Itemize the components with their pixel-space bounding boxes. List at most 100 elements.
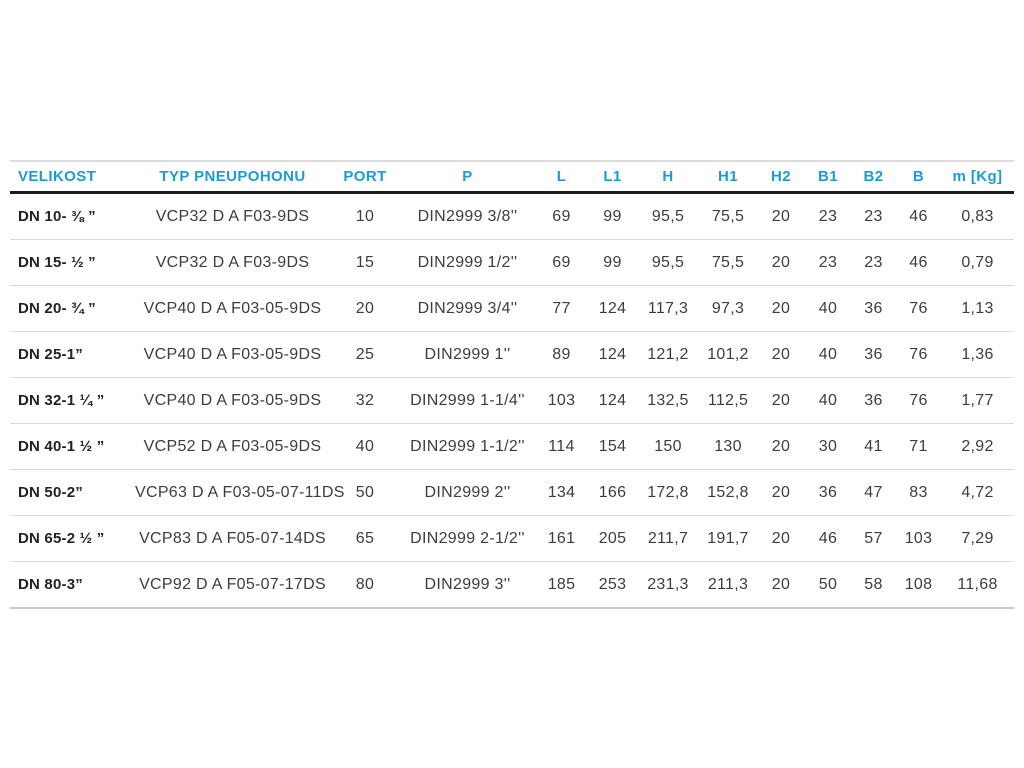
- cell-h: 150: [637, 423, 699, 470]
- cell-size: DN 50-2”: [10, 469, 135, 516]
- cell-l1: 99: [588, 192, 637, 240]
- cell-l1: 154: [588, 423, 637, 470]
- cell-l: 114: [535, 423, 588, 470]
- cell-b1: 40: [805, 331, 851, 378]
- cell-h2: 20: [757, 192, 805, 240]
- cell-h1: 191,7: [699, 515, 757, 562]
- cell-b: 71: [896, 423, 941, 470]
- cell-h: 95,5: [637, 192, 699, 240]
- cell-port: 32: [330, 377, 400, 424]
- cell-port: 20: [330, 285, 400, 332]
- cell-b: 76: [896, 285, 941, 332]
- cell-m-kg: 0,83: [941, 192, 1014, 240]
- cell-p: DIN2999 1'': [400, 331, 535, 378]
- cell-h1: 211,3: [699, 561, 757, 609]
- table-row: DN 40-1 ½ ” VCP52 D A F03-05-9DS 40 DIN2999…: [10, 423, 1014, 470]
- cell-b1: 30: [805, 423, 851, 470]
- cell-m-kg: 1,77: [941, 377, 1014, 424]
- cell-b2: 41: [851, 423, 896, 470]
- spec-table: VELIKOST TYP PNEUPOHONU PORT P L L1 H H1 H2 B1 B2 B…: [10, 160, 1014, 609]
- cell-b1: 50: [805, 561, 851, 609]
- table-row: DN 80-3” VCP92 D A F05-07-17DS 80 DIN2999 3…: [10, 561, 1014, 609]
- column-header-typ-pneupohonu: TYP PNEUPOHONU: [135, 160, 330, 194]
- cell-b2: 58: [851, 561, 896, 609]
- cell-l1: 205: [588, 515, 637, 562]
- cell-size: DN 32-1 ¼ ”: [10, 377, 135, 424]
- cell-h: 211,7: [637, 515, 699, 562]
- cell-size: DN 15- ½ ”: [10, 239, 135, 286]
- cell-port: 25: [330, 331, 400, 378]
- table-row: DN 32-1 ¼ ” VCP40 D A F03-05-9DS 32 DIN2999…: [10, 377, 1014, 424]
- cell-h2: 20: [757, 423, 805, 470]
- cell-h: 95,5: [637, 239, 699, 286]
- cell-size: DN 25-1”: [10, 331, 135, 378]
- cell-l1: 124: [588, 331, 637, 378]
- table-row: DN 65-2 ½ ” VCP83 D A F05-07-14DS 65 DIN299…: [10, 515, 1014, 562]
- cell-b2: 57: [851, 515, 896, 562]
- cell-b1: 40: [805, 285, 851, 332]
- cell-typ-pneupohonu: VCP40 D A F03-05-9DS: [135, 285, 330, 332]
- cell-b: 103: [896, 515, 941, 562]
- cell-l1: 99: [588, 239, 637, 286]
- cell-p: DIN2999 1-1/2'': [400, 423, 535, 470]
- column-header-b1: B1: [805, 160, 851, 194]
- table-row: DN 15- ½ ” VCP32 D A F03-9DS 15 DIN2999 1/2…: [10, 239, 1014, 286]
- table-row: DN 20- ¾ ” VCP40 D A F03-05-9DS 20 DIN2999 …: [10, 285, 1014, 332]
- cell-h2: 20: [757, 285, 805, 332]
- spec-table-head: VELIKOST TYP PNEUPOHONU PORT P L L1 H H1 H2 B1 B2 B…: [10, 160, 1014, 194]
- cell-size: DN 65-2 ½ ”: [10, 515, 135, 562]
- cell-b1: 23: [805, 192, 851, 240]
- cell-size: DN 20- ¾ ”: [10, 285, 135, 332]
- cell-p: DIN2999 3/4'': [400, 285, 535, 332]
- spec-table-container: VELIKOST TYP PNEUPOHONU PORT P L L1 H H1 H2 B1 B2 B…: [10, 160, 1014, 609]
- cell-m-kg: 2,92: [941, 423, 1014, 470]
- cell-m-kg: 1,13: [941, 285, 1014, 332]
- cell-b: 108: [896, 561, 941, 609]
- cell-port: 50: [330, 469, 400, 516]
- cell-b: 76: [896, 377, 941, 424]
- cell-h2: 20: [757, 561, 805, 609]
- column-header-b2: B2: [851, 160, 896, 194]
- cell-h: 231,3: [637, 561, 699, 609]
- cell-b2: 23: [851, 239, 896, 286]
- cell-m-kg: 7,29: [941, 515, 1014, 562]
- column-header-h2: H2: [757, 160, 805, 194]
- cell-b2: 36: [851, 331, 896, 378]
- cell-p: DIN2999 1-1/4'': [400, 377, 535, 424]
- cell-l: 103: [535, 377, 588, 424]
- column-header-b: B: [896, 160, 941, 194]
- cell-typ-pneupohonu: VCP52 D A F03-05-9DS: [135, 423, 330, 470]
- cell-size: DN 80-3”: [10, 561, 135, 609]
- cell-m-kg: 0,79: [941, 239, 1014, 286]
- cell-l: 69: [535, 239, 588, 286]
- cell-h2: 20: [757, 239, 805, 286]
- column-header-l1: L1: [588, 160, 637, 194]
- cell-l: 185: [535, 561, 588, 609]
- cell-m-kg: 11,68: [941, 561, 1014, 609]
- cell-b1: 46: [805, 515, 851, 562]
- cell-h1: 75,5: [699, 192, 757, 240]
- cell-b2: 36: [851, 285, 896, 332]
- cell-p: DIN2999 3'': [400, 561, 535, 609]
- cell-typ-pneupohonu: VCP40 D A F03-05-9DS: [135, 377, 330, 424]
- cell-m-kg: 1,36: [941, 331, 1014, 378]
- cell-h1: 112,5: [699, 377, 757, 424]
- column-header-h: H: [637, 160, 699, 194]
- cell-b: 46: [896, 192, 941, 240]
- cell-b2: 23: [851, 192, 896, 240]
- cell-h1: 97,3: [699, 285, 757, 332]
- table-row: DN 10- ⅜ ” VCP32 D A F03-9DS 10 DIN2999 3/8…: [10, 192, 1014, 240]
- cell-port: 15: [330, 239, 400, 286]
- column-header-m-kg: m [Kg]: [941, 160, 1014, 194]
- column-header-l: L: [535, 160, 588, 194]
- cell-size: DN 10- ⅜ ”: [10, 192, 135, 240]
- column-header-p: P: [400, 160, 535, 194]
- cell-b: 76: [896, 331, 941, 378]
- cell-port: 65: [330, 515, 400, 562]
- cell-size: DN 40-1 ½ ”: [10, 423, 135, 470]
- cell-h: 121,2: [637, 331, 699, 378]
- cell-l: 161: [535, 515, 588, 562]
- cell-h2: 20: [757, 469, 805, 516]
- cell-l1: 253: [588, 561, 637, 609]
